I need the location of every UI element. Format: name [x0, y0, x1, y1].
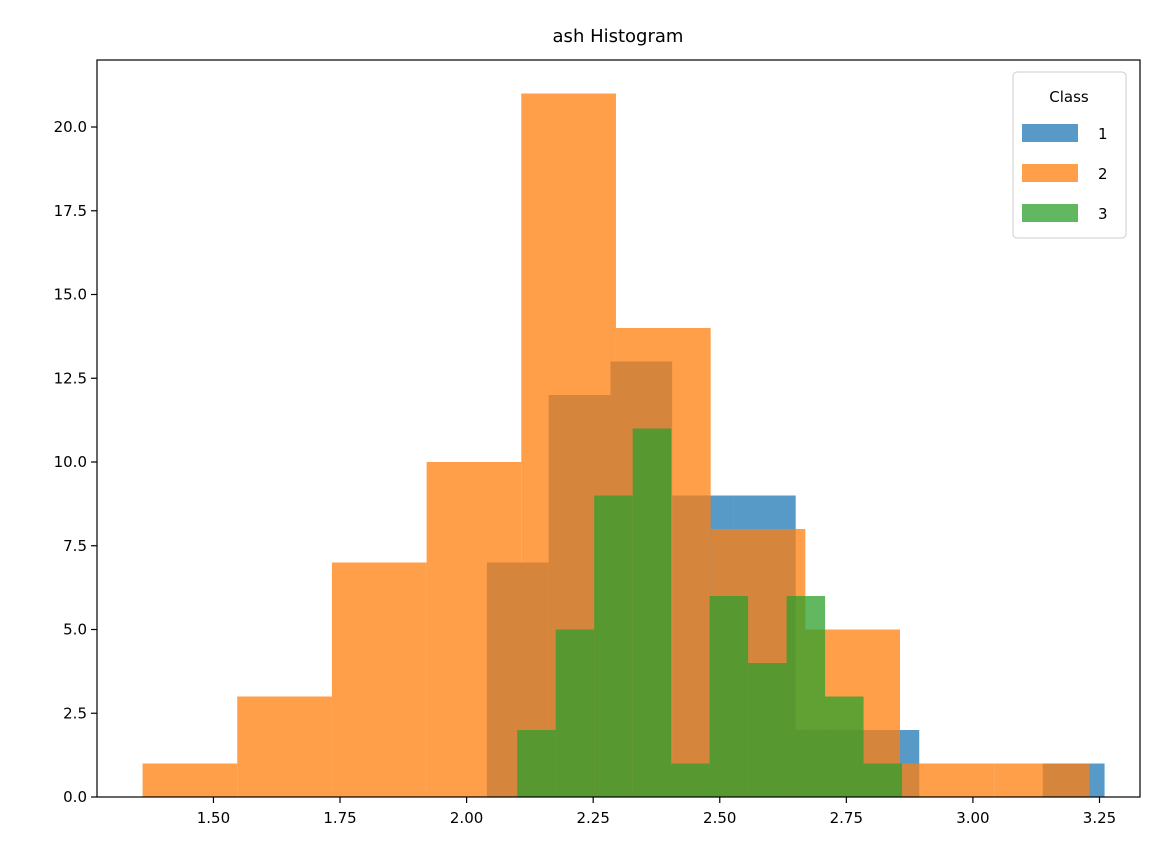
y-tick-label: 17.5	[54, 202, 87, 220]
x-tick-label: 1.75	[323, 809, 356, 827]
axes: 1.50 1.75 2.00 2.25 2.50 2.75 3.00 3.25 0.0 2.5 5.…	[54, 59, 1141, 827]
y-tick-label: 12.5	[54, 369, 87, 387]
bar-series-2-bin-1	[237, 696, 332, 797]
y-tick-label: 5.0	[63, 621, 87, 639]
legend-swatch-1	[1022, 124, 1078, 142]
bar-series-2-bin-9	[994, 763, 1090, 797]
plot-frame	[96, 59, 1141, 798]
legend: Class 1 2 3	[1012, 71, 1127, 239]
bar-series-3-bin-4	[671, 763, 710, 797]
bar-series-2-bin-0	[142, 763, 238, 797]
bar-series-3-bin-3	[632, 428, 672, 797]
legend-title: Class	[1049, 88, 1089, 106]
legend-frame	[1012, 71, 1127, 239]
bar-series-3-bin-8	[825, 696, 864, 797]
bar-series-3-bin-1	[555, 629, 595, 797]
x-tick-label: 3.00	[956, 809, 989, 827]
x-tick-label: 2.50	[703, 809, 736, 827]
y-tick-label: 15.0	[54, 286, 87, 304]
legend-swatch-2	[1022, 164, 1078, 182]
legend-swatch-3	[1022, 204, 1078, 222]
x-tick-label: 1.50	[197, 809, 230, 827]
x-tick-label: 2.00	[450, 809, 483, 827]
legend-label-1: 1	[1098, 125, 1108, 143]
bar-series-2-bin-3	[426, 462, 522, 797]
x-tick-label: 3.25	[1083, 809, 1116, 827]
bar-series-2-bin-2	[331, 562, 427, 797]
x-tick-label: 2.25	[576, 809, 609, 827]
legend-label-3: 3	[1098, 205, 1108, 223]
y-tick-label: 20.0	[54, 118, 87, 136]
bar-series-3-bin-0	[517, 730, 556, 797]
chart-title: ash Histogram	[553, 26, 684, 47]
x-tick-label: 2.75	[830, 809, 863, 827]
histogram-bars	[142, 93, 1105, 797]
bar-series-3-bin-7	[786, 596, 826, 797]
bar-series-2-bin-8	[900, 763, 995, 797]
y-tick-label: 2.5	[63, 704, 87, 722]
bar-series-3-bin-6	[748, 663, 787, 797]
y-tick-label: 10.0	[54, 453, 87, 471]
y-tick-label: 7.5	[63, 537, 87, 555]
series-3	[517, 428, 903, 797]
legend-label-2: 2	[1098, 165, 1108, 183]
y-tick-label: 0.0	[63, 788, 87, 806]
bar-series-3-bin-2	[594, 495, 633, 797]
bar-series-3-bin-5	[709, 596, 749, 797]
bar-series-3-bin-9	[863, 763, 903, 797]
